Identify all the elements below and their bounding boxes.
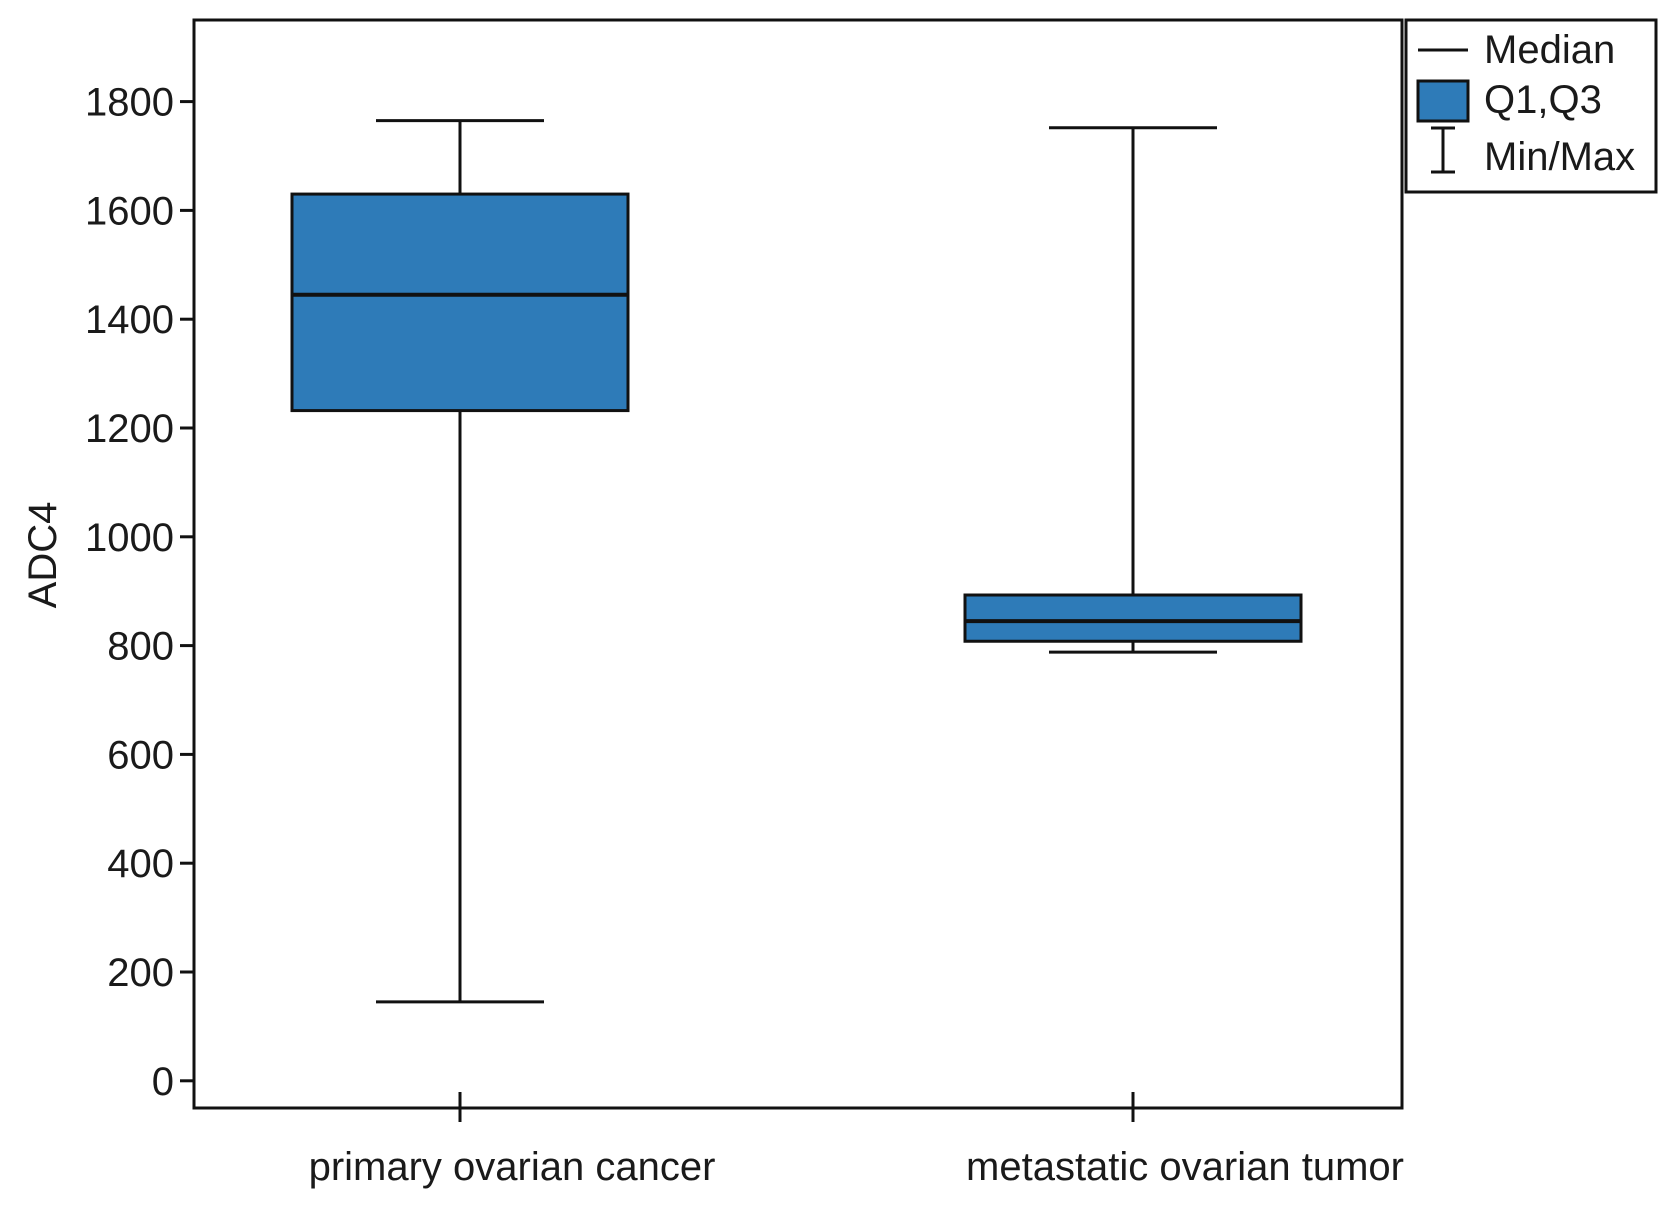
- y-tick-label: 400: [107, 842, 174, 886]
- legend-label: Q1,Q3: [1484, 78, 1602, 122]
- box-series: [290, 119, 1303, 1004]
- y-axis-title: ADC4: [21, 502, 65, 609]
- iqr-box: [290, 192, 630, 413]
- y-tick-label: 1800: [85, 81, 174, 125]
- y-tick-label: 200: [107, 951, 174, 995]
- y-tick-label: 0: [152, 1060, 174, 1104]
- box-group: [963, 126, 1303, 654]
- y-axis: 0 200 400 600 800 1000 1200 1400 1600 1800: [85, 81, 194, 1104]
- y-tick-label: 600: [107, 733, 174, 777]
- x-category-label: primary ovarian cancer: [309, 1145, 716, 1189]
- x-axis: primary ovarian cancer metastatic ovarian…: [309, 1092, 1404, 1189]
- y-tick-label: 1200: [85, 407, 174, 451]
- y-tick-label: 800: [107, 625, 174, 669]
- plot-frame: [192, 18, 1404, 1110]
- legend-label: Median: [1484, 28, 1615, 72]
- box-group: [290, 119, 630, 1004]
- y-tick-label: 1600: [85, 189, 174, 233]
- iqr-box: [963, 593, 1303, 643]
- legend-box-swatch: [1416, 79, 1470, 123]
- y-tick-label: 1400: [85, 298, 174, 342]
- legend-label: Min/Max: [1484, 135, 1635, 179]
- legend: Median Q1,Q3 Min/Max: [1404, 18, 1658, 194]
- x-category-label: metastatic ovarian tumor: [966, 1145, 1404, 1189]
- y-tick-label: 1000: [85, 516, 174, 560]
